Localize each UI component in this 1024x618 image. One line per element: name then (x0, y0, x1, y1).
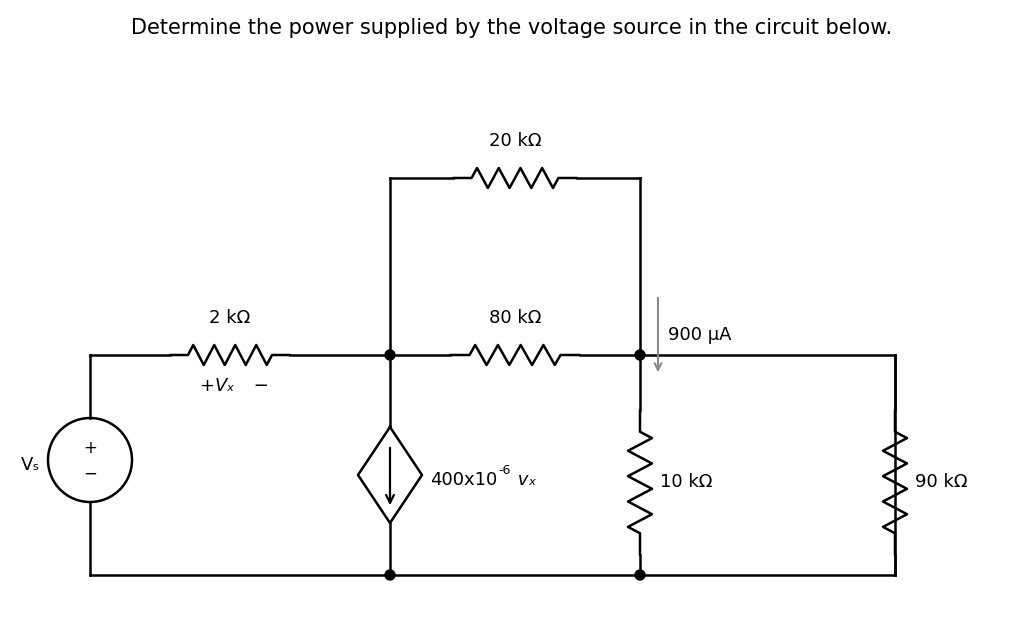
Text: vₓ: vₓ (512, 471, 537, 489)
Text: 2 kΩ: 2 kΩ (209, 309, 251, 327)
Text: Determine the power supplied by the voltage source in the circuit below.: Determine the power supplied by the volt… (131, 18, 893, 38)
Text: +: + (83, 439, 97, 457)
Text: 900 μA: 900 μA (668, 326, 731, 344)
Text: +: + (200, 377, 221, 395)
Circle shape (635, 570, 645, 580)
Text: −: − (83, 465, 97, 483)
Text: −: − (248, 377, 269, 395)
Text: 80 kΩ: 80 kΩ (488, 309, 542, 327)
Text: 10 kΩ: 10 kΩ (660, 473, 713, 491)
Text: 90 kΩ: 90 kΩ (915, 473, 968, 491)
Text: 20 kΩ: 20 kΩ (488, 132, 542, 150)
Circle shape (385, 570, 395, 580)
Circle shape (385, 350, 395, 360)
Text: Vₛ: Vₛ (20, 456, 40, 474)
Text: Vₓ: Vₓ (215, 377, 236, 395)
Text: -6: -6 (498, 464, 510, 476)
Text: 400x10: 400x10 (430, 471, 498, 489)
Circle shape (635, 350, 645, 360)
